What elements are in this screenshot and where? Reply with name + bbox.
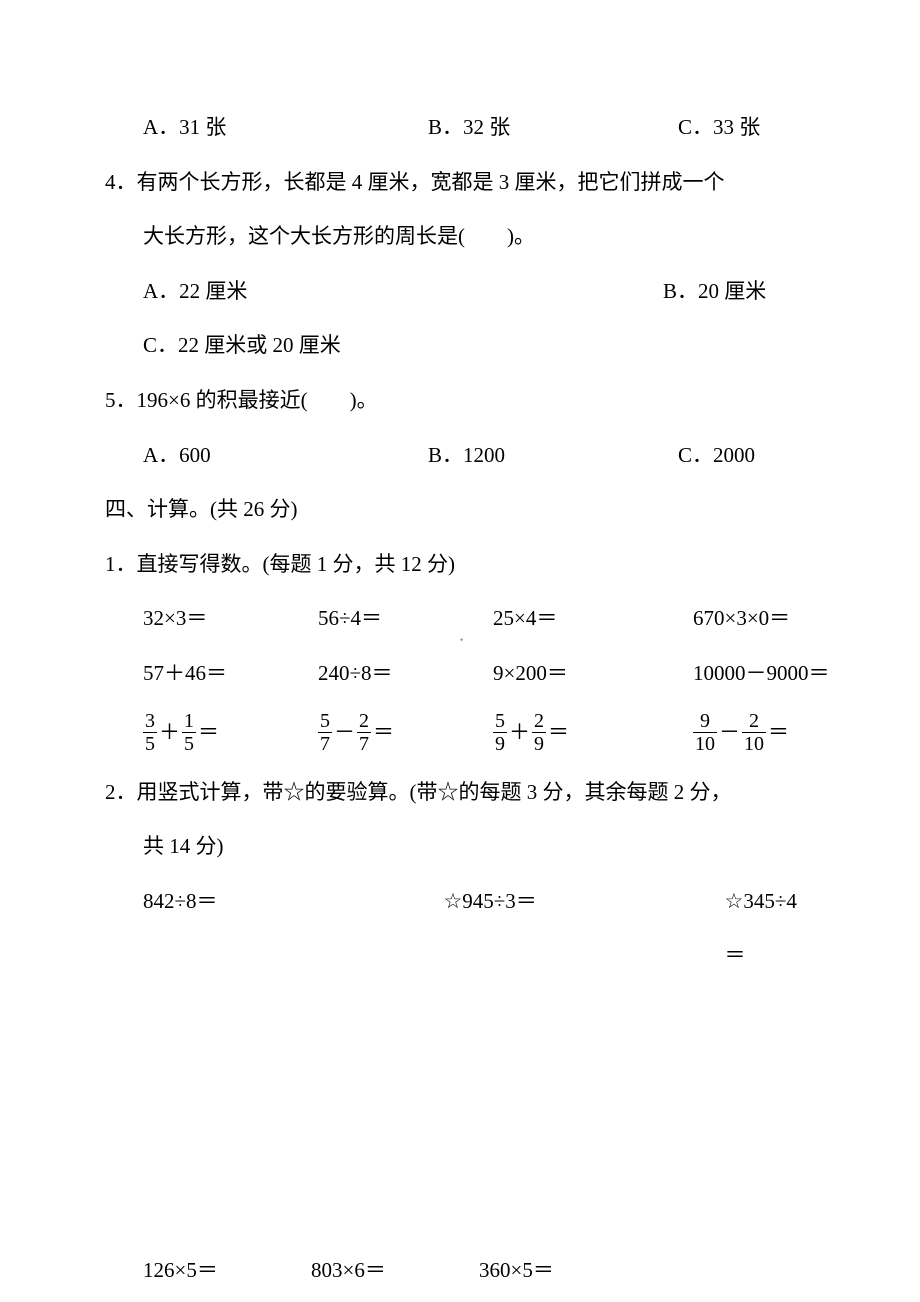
q3-choice-a: A．31 张 xyxy=(143,100,428,155)
q4: 4．有两个长方形，长都是 4 厘米，宽都是 3 厘米，把它们拼成一个 大长方形，… xyxy=(105,155,815,264)
sub2-line2: 共 14 分) xyxy=(105,819,815,874)
v-item: 360×5＝ xyxy=(479,1243,647,1298)
calc-item: 32×3＝ xyxy=(143,591,318,646)
q4-text-line1: 4．有两个长方形，长都是 4 厘米，宽都是 3 厘米，把它们拼成一个 xyxy=(105,155,815,210)
v-item: 803×6＝ xyxy=(311,1243,479,1298)
vertical-row-2: 126×5＝ 803×6＝ 360×5＝ xyxy=(105,1243,815,1298)
v-item: ☆945÷3＝ xyxy=(443,874,724,983)
fraction: 910 xyxy=(693,711,717,754)
fraction: 27 xyxy=(357,711,371,754)
fraction: 35 xyxy=(143,711,157,754)
section-4-title: 四、计算。(共 26 分) xyxy=(105,482,815,537)
fraction: 57 xyxy=(318,711,332,754)
q4-choices-row2: C．22 厘米或 20 厘米 xyxy=(105,318,815,373)
q4-choices-row1: A．22 厘米 B．20 厘米 xyxy=(105,264,815,319)
q4-choice-c: C．22 厘米或 20 厘米 xyxy=(143,318,341,373)
q3-choices: A．31 张 B．32 张 C．33 张 xyxy=(105,100,815,155)
sub1-title: 1．直接写得数。(每题 1 分，共 12 分) xyxy=(105,537,815,592)
calc-row-2: 57＋46＝ 240÷8＝ 9×200＝ 10000－9000＝ xyxy=(105,646,815,701)
calc-row-3: 35＋15＝ 57－27＝ 59＋29＝ 910－210＝ xyxy=(105,707,815,759)
q5-choices: A．600 B．1200 C．2000 xyxy=(105,428,815,483)
frac-item-4: 910－210＝ xyxy=(693,707,791,759)
calc-item: 25×4＝ xyxy=(493,591,693,646)
q4-choice-a: A．22 厘米 xyxy=(143,264,663,319)
calc-item: 10000－9000＝ xyxy=(693,646,830,701)
frac-item-3: 59＋29＝ xyxy=(493,707,693,759)
q4-choice-b: B．20 厘米 xyxy=(663,264,766,319)
frac-item-1: 35＋15＝ xyxy=(143,707,318,759)
q5-text: 5．196×6 的积最接近( )。 xyxy=(105,373,815,428)
q5: 5．196×6 的积最接近( )。 xyxy=(105,373,815,428)
q5-choice-c: C．2000 xyxy=(678,428,755,483)
calc-item: 56÷4＝ xyxy=(318,591,493,646)
q4-text-line2: 大长方形，这个大长方形的周长是( )。 xyxy=(105,209,815,264)
fraction: 59 xyxy=(493,711,507,754)
q3-choice-b: B．32 张 xyxy=(428,100,678,155)
fraction: 210 xyxy=(742,711,766,754)
sub2-line1: 2．用竖式计算，带☆的要验算。(带☆的每题 3 分，其余每题 2 分， xyxy=(105,765,815,820)
v-item: 126×5＝ xyxy=(143,1243,311,1298)
calc-item: 240÷8＝ xyxy=(318,646,493,701)
v-item: 842÷8＝ xyxy=(143,874,443,983)
q5-choice-b: B．1200 xyxy=(428,428,678,483)
q3-choice-c: C．33 张 xyxy=(678,100,760,155)
fraction: 29 xyxy=(532,711,546,754)
calc-item: 9×200＝ xyxy=(493,646,693,701)
calc-item: 57＋46＝ xyxy=(143,646,318,701)
calc-item: 670×3×0＝ xyxy=(693,591,790,646)
watermark-dot: • xyxy=(460,629,463,652)
vertical-row-1: 842÷8＝ ☆945÷3＝ ☆345÷4＝ xyxy=(105,874,815,983)
sub2: 2．用竖式计算，带☆的要验算。(带☆的每题 3 分，其余每题 2 分， 共 14… xyxy=(105,765,815,874)
q5-choice-a: A．600 xyxy=(143,428,428,483)
frac-item-2: 57－27＝ xyxy=(318,707,493,759)
v-item: ☆345÷4＝ xyxy=(725,874,815,983)
fraction: 15 xyxy=(182,711,196,754)
